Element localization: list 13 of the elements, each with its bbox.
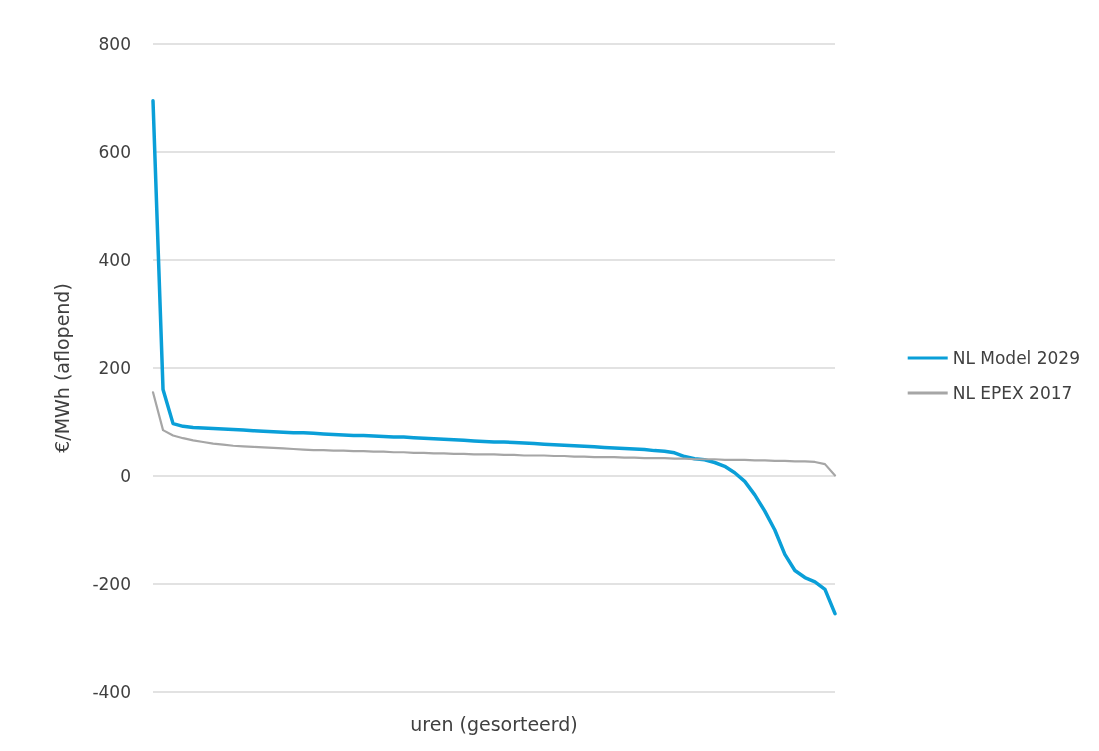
line-series — [151, 98, 837, 616]
y-tick-label: 800 — [98, 34, 131, 54]
y-axis-title: €/MWh (aflopend) — [50, 283, 73, 453]
legend-label: NL EPEX 2017 — [952, 383, 1073, 403]
y-tick-label: 400 — [98, 250, 131, 270]
y-tick-label: 200 — [98, 358, 131, 378]
x-axis-title: uren (gesorteerd) — [410, 712, 578, 735]
y-tick-label: -200 — [92, 574, 131, 594]
line-series — [151, 391, 837, 477]
legend-label: NL Model 2029 — [952, 348, 1081, 368]
y-tick-label: 0 — [120, 466, 131, 486]
y-tick-label: 600 — [98, 142, 131, 162]
y-tick-label: -400 — [92, 682, 131, 702]
